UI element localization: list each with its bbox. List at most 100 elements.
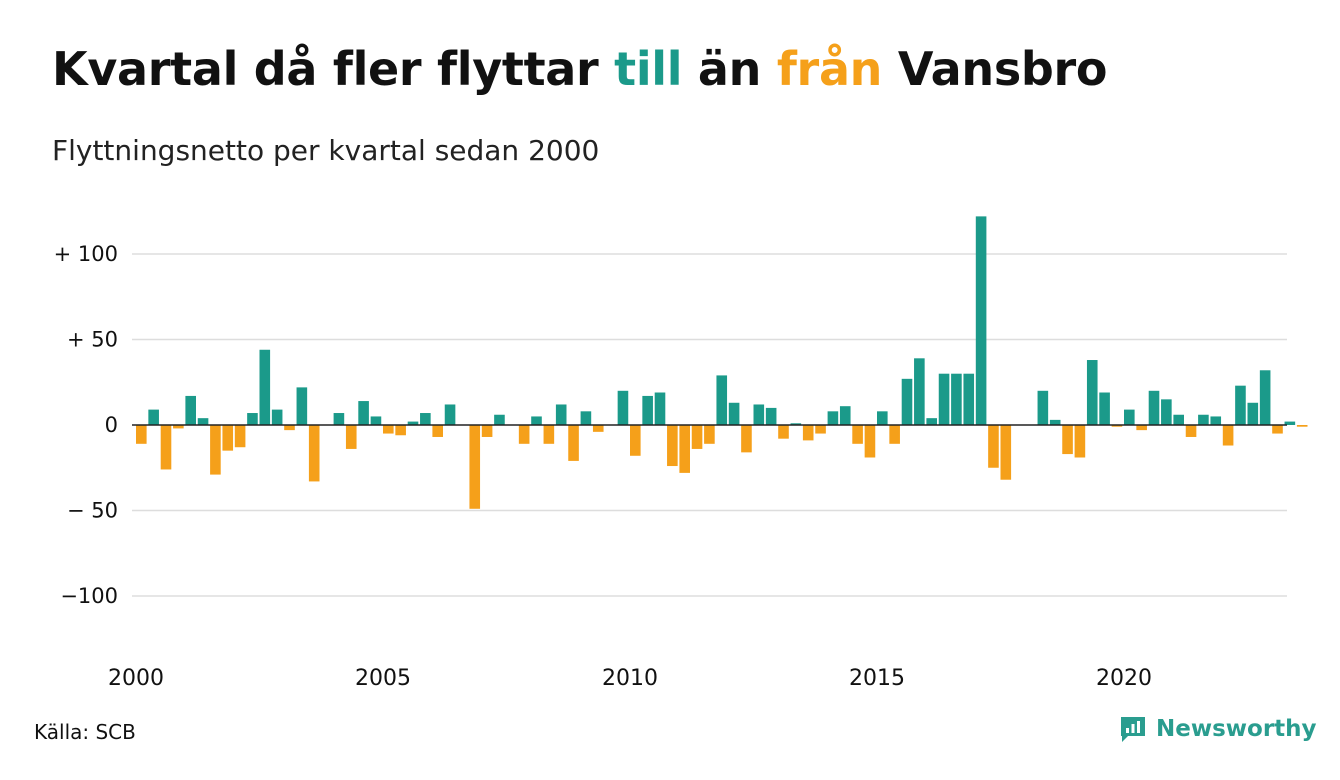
bar [1284, 421, 1296, 425]
chart-title: Kvartal då fler flyttar till än från Van… [52, 42, 1108, 96]
bar [247, 413, 258, 425]
bar [704, 425, 715, 444]
bar-chart: + 100 + 50 0 − 50 −100 2000 2005 2010 2015 2020 [54, 216, 1308, 691]
bar [284, 425, 295, 431]
bar [1062, 425, 1073, 455]
bar [654, 392, 666, 425]
y-tick-label: − 50 [67, 499, 118, 523]
bar [555, 404, 567, 425]
bar [827, 411, 839, 425]
bar [1000, 425, 1012, 480]
bar [494, 414, 505, 425]
bar [852, 425, 863, 444]
bar [839, 406, 851, 425]
bar [765, 407, 777, 425]
bar [1148, 390, 1160, 425]
bar [864, 425, 876, 458]
bar [259, 349, 271, 425]
x-tick-label: 2020 [1096, 666, 1152, 691]
bar [160, 425, 172, 470]
bar [518, 425, 530, 444]
bar [988, 425, 999, 468]
bar [815, 425, 826, 434]
bar [1099, 392, 1110, 425]
bar [345, 425, 357, 449]
bar [370, 416, 382, 425]
title-highlight-fran: från [776, 42, 883, 96]
y-tick-label: 0 [105, 413, 118, 437]
bar [543, 425, 555, 444]
bar [308, 425, 320, 482]
bar [333, 413, 345, 425]
bar [1296, 425, 1308, 427]
bar [1210, 416, 1222, 425]
bar [901, 378, 913, 425]
bar [679, 425, 690, 473]
bar [667, 425, 678, 467]
bar [877, 411, 888, 425]
newsworthy-logo-icon [1121, 717, 1145, 742]
bar [383, 425, 394, 434]
newsworthy-logo: Newsworthy [1118, 714, 1317, 744]
bar [210, 425, 221, 475]
title-part-1: Kvartal då fler flyttar [52, 42, 615, 96]
bar [358, 401, 369, 425]
bar [1124, 409, 1135, 425]
title-part-3: Vansbro [882, 42, 1108, 96]
bar [802, 425, 814, 441]
bar [1185, 425, 1197, 437]
bar [1198, 414, 1209, 425]
bar [420, 413, 431, 425]
bar [1074, 425, 1086, 458]
bar [1161, 399, 1172, 425]
bar [951, 373, 962, 425]
bar [691, 425, 703, 449]
bar [432, 425, 443, 437]
bar [1222, 425, 1234, 446]
bar [963, 373, 975, 425]
bar [136, 425, 147, 444]
bar [296, 387, 308, 425]
bar [580, 411, 592, 425]
bar [1037, 390, 1049, 425]
bar [975, 216, 987, 425]
bar [1235, 385, 1246, 425]
bar [926, 418, 937, 425]
bar [395, 425, 406, 436]
y-tick-label: −100 [60, 584, 118, 608]
bar [1259, 370, 1271, 425]
bar [630, 425, 641, 456]
bar [271, 409, 283, 425]
x-tick-label: 2000 [108, 666, 164, 691]
bar [197, 418, 209, 425]
bar [889, 425, 900, 444]
bar [741, 425, 752, 453]
bar [592, 425, 604, 432]
x-tick-label: 2015 [849, 666, 905, 691]
y-tick-label: + 100 [54, 242, 118, 266]
bar [1049, 419, 1061, 425]
bar [617, 390, 629, 425]
chart-subtitle: Flyttningsnetto per kvartal sedan 2000 [52, 134, 600, 167]
bar [938, 373, 950, 425]
bar [568, 425, 579, 461]
bar [173, 425, 184, 429]
bar [716, 375, 728, 425]
bar [1173, 414, 1184, 425]
bar [642, 395, 653, 425]
bar [1247, 402, 1259, 425]
title-highlight-till: till [614, 42, 683, 96]
bar [407, 421, 419, 425]
bar [234, 425, 246, 448]
bar [1272, 425, 1283, 434]
bar [778, 425, 789, 439]
brand-name: Newsworthy [1156, 716, 1317, 742]
bar [185, 395, 196, 425]
x-tick-label: 2005 [355, 666, 411, 691]
bar [753, 404, 765, 425]
title-part-2: än [682, 42, 777, 96]
bar [531, 416, 542, 425]
bar [481, 425, 493, 437]
bar [469, 425, 481, 509]
bar [444, 404, 456, 425]
